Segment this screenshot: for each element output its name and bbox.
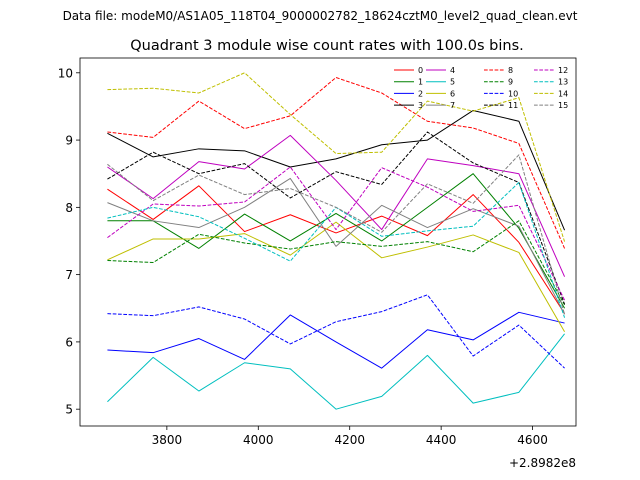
legend-label: 11: [508, 101, 518, 110]
y-tick-label: 8: [65, 201, 73, 215]
legend-label: 5: [450, 78, 455, 87]
y-tick-label: 5: [65, 403, 73, 417]
series-line-11: [107, 131, 566, 305]
legend-item-2: 2: [394, 89, 423, 98]
legend-item-6: 6: [426, 89, 455, 98]
y-tick-label: 10: [58, 66, 73, 80]
legend-label: 15: [558, 101, 568, 110]
series-line-9: [107, 220, 566, 306]
legend-item-0: 0: [394, 66, 423, 75]
legend-label: 2: [418, 89, 423, 98]
y-tick-label: 6: [65, 335, 73, 349]
legend-label: 3: [418, 101, 423, 110]
legend-item-13: 13: [534, 78, 568, 87]
legend-item-7: 7: [426, 101, 455, 110]
chart-title: Quadrant 3 module wise count rates with …: [130, 38, 524, 54]
legend-item-9: 9: [484, 78, 513, 87]
series-line-10: [107, 294, 565, 369]
series-line-2: [107, 311, 565, 369]
legend-label: 1: [418, 78, 423, 87]
legend-item-5: 5: [426, 78, 455, 87]
legend-item-11: 11: [484, 101, 518, 110]
legend-label: 7: [450, 101, 455, 110]
x-tick-label: 4400: [426, 433, 457, 447]
legend-item-10: 10: [484, 89, 518, 98]
legend-item-14: 14: [534, 89, 568, 98]
series-line-14: [107, 72, 566, 242]
series-line-8: [107, 77, 566, 249]
legend-item-12: 12: [534, 66, 568, 75]
legend-label: 4: [450, 66, 455, 75]
legend-label: 9: [508, 78, 513, 87]
legend-item-4: 4: [426, 66, 455, 75]
data-file-label: Data file: modeM0/AS1A05_118T04_90000027…: [63, 9, 578, 23]
axes-frame: [79, 57, 577, 427]
series-line-6: [107, 221, 566, 333]
legend-item-8: 8: [484, 66, 513, 75]
series-line-0: [107, 185, 565, 314]
series-line-15: [107, 154, 566, 315]
legend-item-1: 1: [394, 78, 423, 87]
legend-label: 0: [418, 66, 423, 75]
legend-label: 12: [558, 66, 568, 75]
x-tick-label: 4200: [334, 433, 365, 447]
series-line-4: [107, 134, 566, 277]
x-tick-label: 4000: [243, 433, 274, 447]
series-line-12: [107, 166, 566, 301]
x-tick-label: 3800: [152, 433, 183, 447]
legend-label: 10: [508, 89, 518, 98]
series-line-7: [107, 177, 566, 315]
legend-item-3: 3: [394, 101, 423, 110]
y-tick-label: 7: [65, 268, 73, 282]
legend-label: 13: [558, 78, 568, 87]
legend-item-15: 15: [534, 101, 568, 110]
legend-label: 6: [450, 89, 455, 98]
x-offset-label: +2.8982e8: [509, 456, 576, 470]
x-tick-label: 4600: [517, 433, 548, 447]
legend-label: 8: [508, 66, 513, 75]
series-line-5: [107, 333, 565, 410]
series-line-3: [107, 109, 566, 231]
y-tick-label: 9: [65, 134, 73, 148]
legend-label: 14: [558, 89, 568, 98]
